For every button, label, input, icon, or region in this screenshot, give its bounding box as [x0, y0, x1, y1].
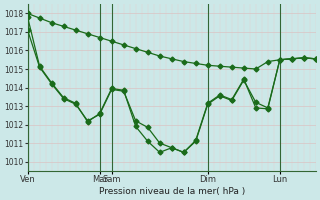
X-axis label: Pression niveau de la mer( hPa ): Pression niveau de la mer( hPa ): [99, 187, 245, 196]
